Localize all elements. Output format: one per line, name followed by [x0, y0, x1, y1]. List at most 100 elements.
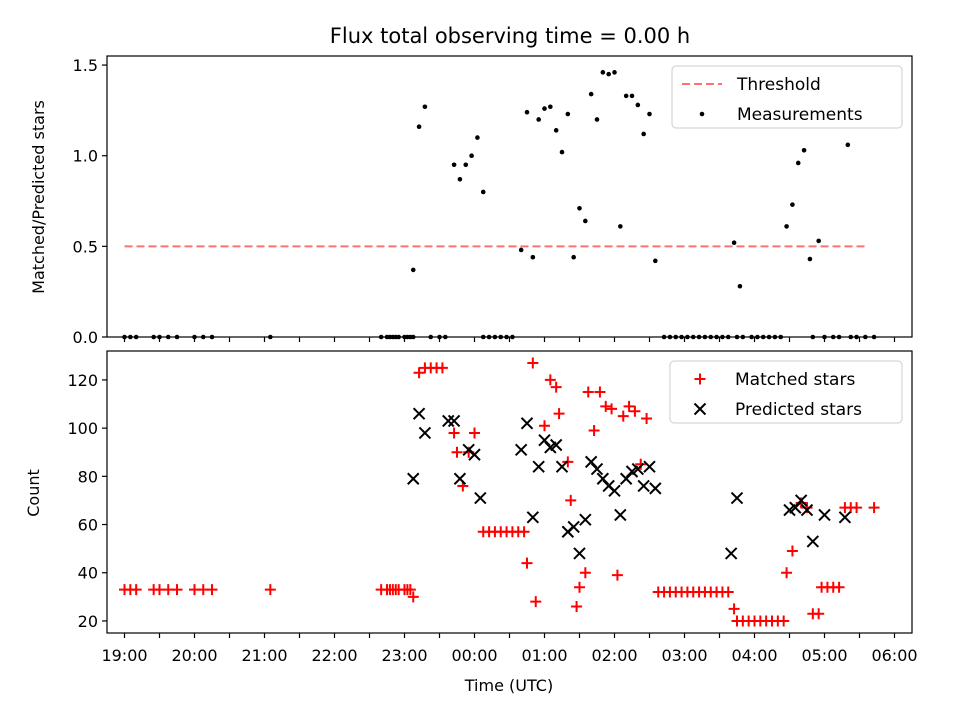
count-panel: 20 40 60 80 100 120 19:00 20:00 21:00 22:00 23:00 0… — [67, 350, 918, 665]
legend-label: Predicted stars — [735, 400, 862, 420]
bottom-xlabel: Time (UTC) — [464, 676, 553, 695]
predicted-star-point — [520, 417, 534, 430]
matched-star-point — [813, 608, 825, 620]
legend-label: Threshold — [736, 75, 821, 95]
x-tick-label: 02:00 — [591, 646, 637, 665]
x-tick-label: 22:00 — [311, 646, 357, 665]
predicted-star-point — [649, 482, 662, 495]
matched-star-point — [635, 458, 647, 470]
x-tick-label: 03:00 — [661, 646, 707, 665]
matched-star-point — [728, 603, 740, 615]
matched-star-point — [623, 400, 635, 412]
top-ylabel: Matched/Predicted stars — [29, 100, 48, 294]
matched-star-point — [786, 545, 798, 557]
matched-star-point — [469, 427, 480, 439]
predicted-star-point — [412, 407, 426, 420]
matched-star-point — [629, 405, 641, 417]
legend-predicted-swatch — [693, 402, 707, 416]
measurement-point — [577, 205, 582, 211]
measurement-point — [410, 267, 416, 273]
matched-star-point — [582, 386, 594, 398]
predicted-star-point — [447, 414, 461, 428]
matched-star-point — [641, 412, 653, 424]
matched-star-point — [518, 526, 530, 538]
matched-star-point — [171, 584, 183, 596]
matched-star-point — [539, 420, 550, 432]
measurement-point — [469, 153, 474, 159]
chart-title: Flux total observing time = 0.00 h — [330, 24, 690, 48]
matched-star-point — [778, 615, 790, 627]
predicted-star-point — [579, 513, 592, 526]
predicted-star-point — [442, 414, 455, 428]
y-tick-label: 0.0 — [73, 328, 98, 347]
y-tick-label: 1.5 — [73, 56, 98, 75]
x-tick-label: 23:00 — [381, 646, 427, 665]
measurement-point — [583, 218, 588, 224]
predicted-star-point — [730, 491, 744, 505]
measurement-point — [641, 131, 646, 137]
matched-star-point — [436, 362, 448, 374]
matched-star-point — [407, 591, 419, 603]
measurement-point — [784, 224, 789, 229]
legend-matched-swatch — [694, 373, 706, 385]
predicted-star-point — [555, 460, 569, 473]
measurement-point — [422, 104, 428, 110]
measurement-point — [600, 70, 606, 75]
y-tick-label: 1.0 — [73, 147, 98, 166]
measurement-point — [451, 162, 457, 168]
predicted-star-point — [526, 511, 540, 524]
predicted-star-point — [514, 443, 528, 457]
measurement-point — [524, 109, 530, 115]
predicted-star-point — [567, 520, 580, 534]
predicted-star-point — [631, 462, 645, 476]
y-tick-label: 60 — [78, 516, 98, 535]
matched-star-point — [868, 502, 880, 514]
matched-star-point — [530, 596, 542, 608]
predicted-star-point — [590, 462, 604, 476]
y-tick-label: 20 — [78, 612, 98, 631]
measurement-point — [816, 238, 821, 244]
predicted-star-point — [818, 508, 831, 522]
matched-star-point — [588, 425, 600, 437]
measurement-point — [737, 283, 743, 289]
x-tick-label: 20:00 — [171, 646, 217, 665]
predicted-star-point — [474, 491, 487, 505]
x-tick-label: 01:00 — [521, 646, 567, 665]
y-tick-label: 0.5 — [73, 237, 98, 256]
predicted-star-point — [573, 547, 586, 560]
measurement-point — [536, 117, 541, 122]
measurement-point — [457, 176, 463, 182]
predicted-star-point — [724, 547, 738, 560]
predicted-star-point — [794, 494, 808, 507]
measurement-point — [653, 258, 658, 264]
matched-star-point — [448, 427, 460, 439]
predicted-star-point — [549, 438, 563, 452]
matched-star-point — [527, 357, 539, 369]
matched-star-point — [611, 569, 623, 581]
predicted-star-point — [637, 479, 650, 493]
x-tick-label: 00:00 — [451, 646, 497, 665]
predicted-star-point — [614, 508, 627, 522]
measurement-point — [612, 70, 617, 75]
matched-star-point — [781, 567, 793, 579]
measurement-point — [559, 149, 565, 155]
matched-star-point — [833, 581, 845, 593]
legend-box — [669, 360, 903, 424]
bottom-ylabel: Count — [24, 469, 43, 517]
matched-star-point — [600, 400, 612, 412]
matched-star-point — [404, 584, 416, 596]
measurement-point — [623, 93, 629, 99]
measurement-point — [795, 160, 801, 166]
predicted-star-point — [608, 484, 621, 498]
x-tick-label: 04:00 — [731, 646, 777, 665]
x-tick-label: 05:00 — [801, 646, 847, 665]
y-tick-label: 40 — [78, 564, 98, 583]
predicted-star-point — [838, 511, 852, 524]
matched-star-point — [565, 494, 577, 506]
matched-star-point — [606, 403, 618, 415]
matched-star-point — [851, 502, 863, 514]
matched-star-point — [594, 386, 606, 398]
x-tick-label: 21:00 — [241, 646, 287, 665]
measurement-point — [807, 256, 813, 262]
